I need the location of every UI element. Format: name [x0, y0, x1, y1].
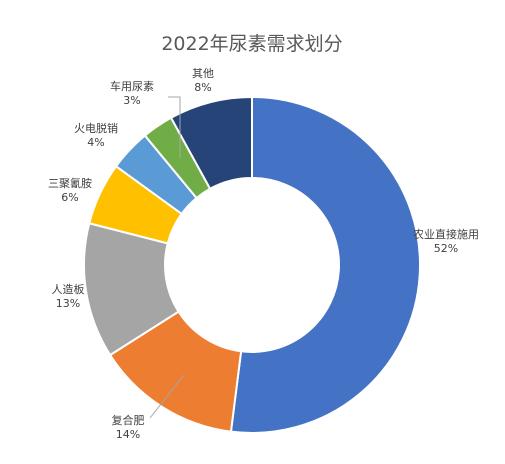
slice-value-label-2: 14%: [116, 428, 140, 441]
slice-value-label-4: 6%: [61, 191, 78, 204]
slice-label-1: 农业直接施用: [413, 227, 479, 241]
slice-label-3: 人造板: [52, 282, 85, 296]
slice-value-label-3: 13%: [56, 297, 80, 310]
slice-1: [229, 95, 421, 434]
slice-label-6: 车用尿素: [110, 79, 154, 93]
slice-label-4: 三聚氰胺: [48, 176, 92, 190]
slice-value-label-7: 8%: [194, 81, 211, 94]
slice-value-label-6: 3%: [123, 94, 140, 107]
slice-value-label-1: 52%: [434, 242, 458, 255]
slice-7: [169, 95, 253, 191]
slice-label-5: 火电脱销: [74, 121, 118, 135]
leader-lines: [149, 96, 185, 419]
chart-title: 2022年尿素需求划分: [161, 33, 342, 55]
leader-line-6: [168, 96, 181, 158]
slice-label-7: 其他: [192, 67, 214, 80]
leader-line-2: [149, 374, 185, 419]
donut-slices: [83, 95, 421, 434]
slice-label-2: 复合肥: [112, 413, 145, 427]
slice-value-label-5: 4%: [87, 136, 104, 149]
